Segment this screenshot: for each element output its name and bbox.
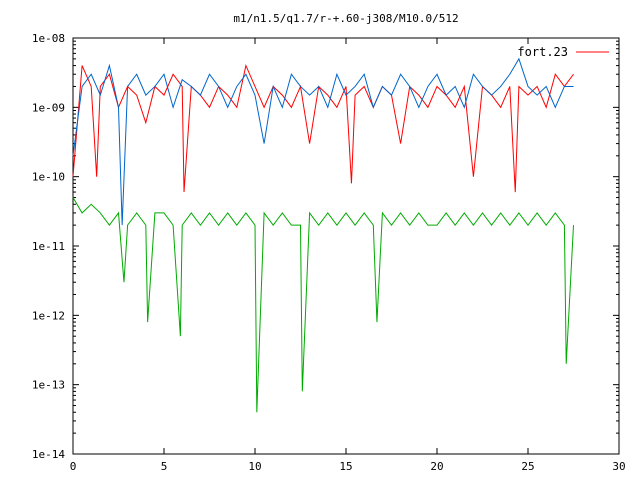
- y-axis: 1e-08 1e-09 1e-10 1e-11 1e-12 1e-13 1e-14: [32, 32, 619, 461]
- chart-title: m1/n1.5/q1.7/r-+.60-j308/M10.0/512: [233, 12, 458, 25]
- x-tick-label: 0: [70, 460, 77, 473]
- legend: fort.23: [517, 45, 609, 59]
- plot-frame: [72, 37, 620, 455]
- x-tick-label: 15: [339, 460, 352, 473]
- series-line-2: [72, 197, 574, 413]
- y-tick-label: 1e-12: [32, 309, 65, 322]
- x-tick-label: 5: [161, 460, 168, 473]
- y-tick-label: 1e-08: [32, 32, 65, 45]
- x-tick-label: 10: [248, 460, 261, 473]
- series-line-1: [72, 57, 574, 226]
- legend-label: fort.23: [517, 45, 568, 59]
- x-tick-label: 25: [521, 460, 534, 473]
- x-tick-label: 30: [612, 460, 625, 473]
- y-tick-label: 1e-11: [32, 240, 65, 253]
- series-layer: [72, 57, 574, 413]
- y-tick-label: 1e-09: [32, 101, 65, 114]
- x-axis: 0 5 10 15 20 25 30: [70, 38, 626, 473]
- y-tick-label: 1e-14: [32, 448, 65, 461]
- series-line-0: [72, 63, 574, 193]
- y-tick-label: 1e-10: [32, 171, 65, 184]
- y-tick-label: 1e-13: [32, 379, 65, 392]
- x-tick-label: 20: [430, 460, 443, 473]
